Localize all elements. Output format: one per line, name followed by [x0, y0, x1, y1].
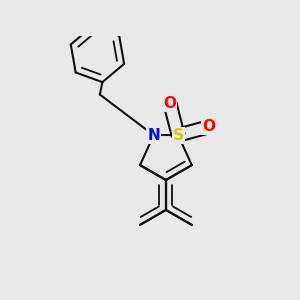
- Text: N: N: [147, 128, 160, 143]
- Text: O: O: [202, 119, 215, 134]
- Text: S: S: [173, 128, 184, 143]
- Text: O: O: [164, 96, 176, 111]
